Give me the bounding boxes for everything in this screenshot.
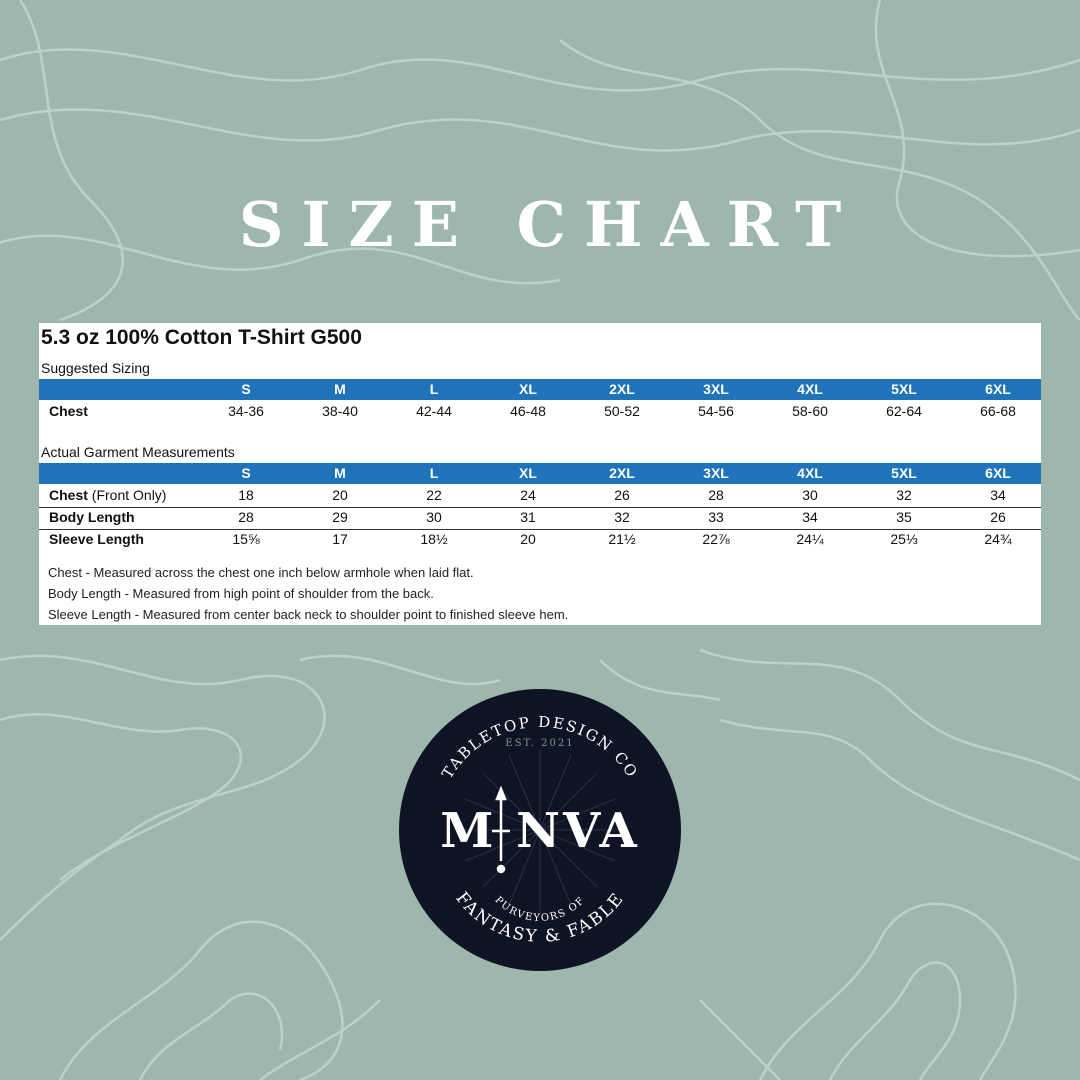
actual-size-header: S M L XL 2XL 3XL 4XL 5XL 6XL <box>39 463 1041 484</box>
table-cell: 17 <box>332 531 348 547</box>
size-header-cell: 2XL <box>609 465 635 481</box>
table-row: Sleeve Length 15⅝ 17 18½ 20 21½ 22⅞ 24¼ … <box>39 529 1041 551</box>
table-cell: 50-52 <box>604 403 640 419</box>
measurement-note: Chest - Measured across the chest one in… <box>48 565 474 580</box>
table-cell: 15⅝ <box>232 531 260 547</box>
table-row: Body Length 28 29 30 31 32 33 34 35 26 <box>39 507 1041 530</box>
table-cell: 30 <box>802 487 818 503</box>
table-row: Chest 34-36 38-40 42-44 46-48 50-52 54-5… <box>39 401 1041 423</box>
size-header-cell: M <box>334 465 346 481</box>
row-label: Body Length <box>49 509 135 525</box>
size-header-cell: 4XL <box>797 381 823 397</box>
table-cell: 42-44 <box>416 403 452 419</box>
table-cell: 58-60 <box>792 403 828 419</box>
measurement-note: Body Length - Measured from high point o… <box>48 586 434 601</box>
table-cell: 29 <box>332 509 348 525</box>
table-cell: 20 <box>332 487 348 503</box>
table-cell: 33 <box>708 509 724 525</box>
table-cell: 46-48 <box>510 403 546 419</box>
table-cell: 54-56 <box>698 403 734 419</box>
size-header-cell: 5XL <box>891 381 917 397</box>
size-header-cell: 2XL <box>609 381 635 397</box>
logo-brand-name: M NVA <box>440 803 639 859</box>
table-cell: 18½ <box>420 531 448 547</box>
size-header-cell: 6XL <box>985 465 1011 481</box>
size-header-cell: XL <box>519 465 537 481</box>
size-header-cell: S <box>241 465 251 481</box>
table-cell: 25⅓ <box>890 531 918 547</box>
table-cell: 62-64 <box>886 403 922 419</box>
table-cell: 26 <box>990 509 1006 525</box>
table-cell: 32 <box>614 509 630 525</box>
size-header-cell: L <box>429 381 439 397</box>
table-cell: 24¼ <box>796 531 824 547</box>
table-cell: 21½ <box>608 531 636 547</box>
table-cell: 34-36 <box>228 403 264 419</box>
table-cell: 20 <box>520 531 536 547</box>
table-cell: 30 <box>426 509 442 525</box>
brand-logo: TABLETOP DESIGN CO EST. 2021 M NVA PURVE… <box>399 689 681 971</box>
logo-est: EST. 2021 <box>505 738 574 749</box>
size-header-cell: L <box>429 465 439 481</box>
table-cell: 31 <box>520 509 536 525</box>
table-cell: 22⅞ <box>702 531 730 547</box>
size-header-cell: M <box>334 381 346 397</box>
row-label: Sleeve Length <box>49 531 144 547</box>
size-header-cell: 3XL <box>703 381 729 397</box>
size-header-cell: XL <box>519 381 537 397</box>
actual-measurements-label: Actual Garment Measurements <box>41 444 235 460</box>
table-cell: 34 <box>990 487 1006 503</box>
table-cell: 38-40 <box>322 403 358 419</box>
size-chart-table: 5.3 oz 100% Cotton T-Shirt G500 Suggeste… <box>39 323 1041 625</box>
size-header-cell: 5XL <box>891 465 917 481</box>
suggested-size-header: S M L XL 2XL 3XL 4XL 5XL 6XL <box>39 379 1041 400</box>
row-label: Chest (Front Only) <box>49 487 167 503</box>
sword-icon <box>492 785 510 874</box>
product-title: 5.3 oz 100% Cotton T-Shirt G500 <box>41 326 362 349</box>
size-header-cell: 6XL <box>985 381 1011 397</box>
size-header-cell: 3XL <box>703 465 729 481</box>
table-cell: 26 <box>614 487 630 503</box>
table-cell: 18 <box>238 487 254 503</box>
table-cell: 35 <box>896 509 912 525</box>
suggested-sizing-label: Suggested Sizing <box>41 360 150 376</box>
table-cell: 32 <box>896 487 912 503</box>
table-cell: 28 <box>708 487 724 503</box>
table-cell: 34 <box>802 509 818 525</box>
row-label: Chest <box>49 403 88 419</box>
table-cell: 28 <box>238 509 254 525</box>
table-cell: 24 <box>520 487 536 503</box>
table-cell: 66-68 <box>980 403 1016 419</box>
page-title: SIZE CHART <box>238 188 860 261</box>
size-header-cell: S <box>241 381 251 397</box>
measurement-note: Sleeve Length - Measured from center bac… <box>48 607 569 622</box>
size-header-cell: 4XL <box>797 465 823 481</box>
table-row: Chest (Front Only) 18 20 22 24 26 28 30 … <box>39 485 1041 508</box>
table-cell: 24¾ <box>984 531 1012 547</box>
table-cell: 22 <box>426 487 442 503</box>
